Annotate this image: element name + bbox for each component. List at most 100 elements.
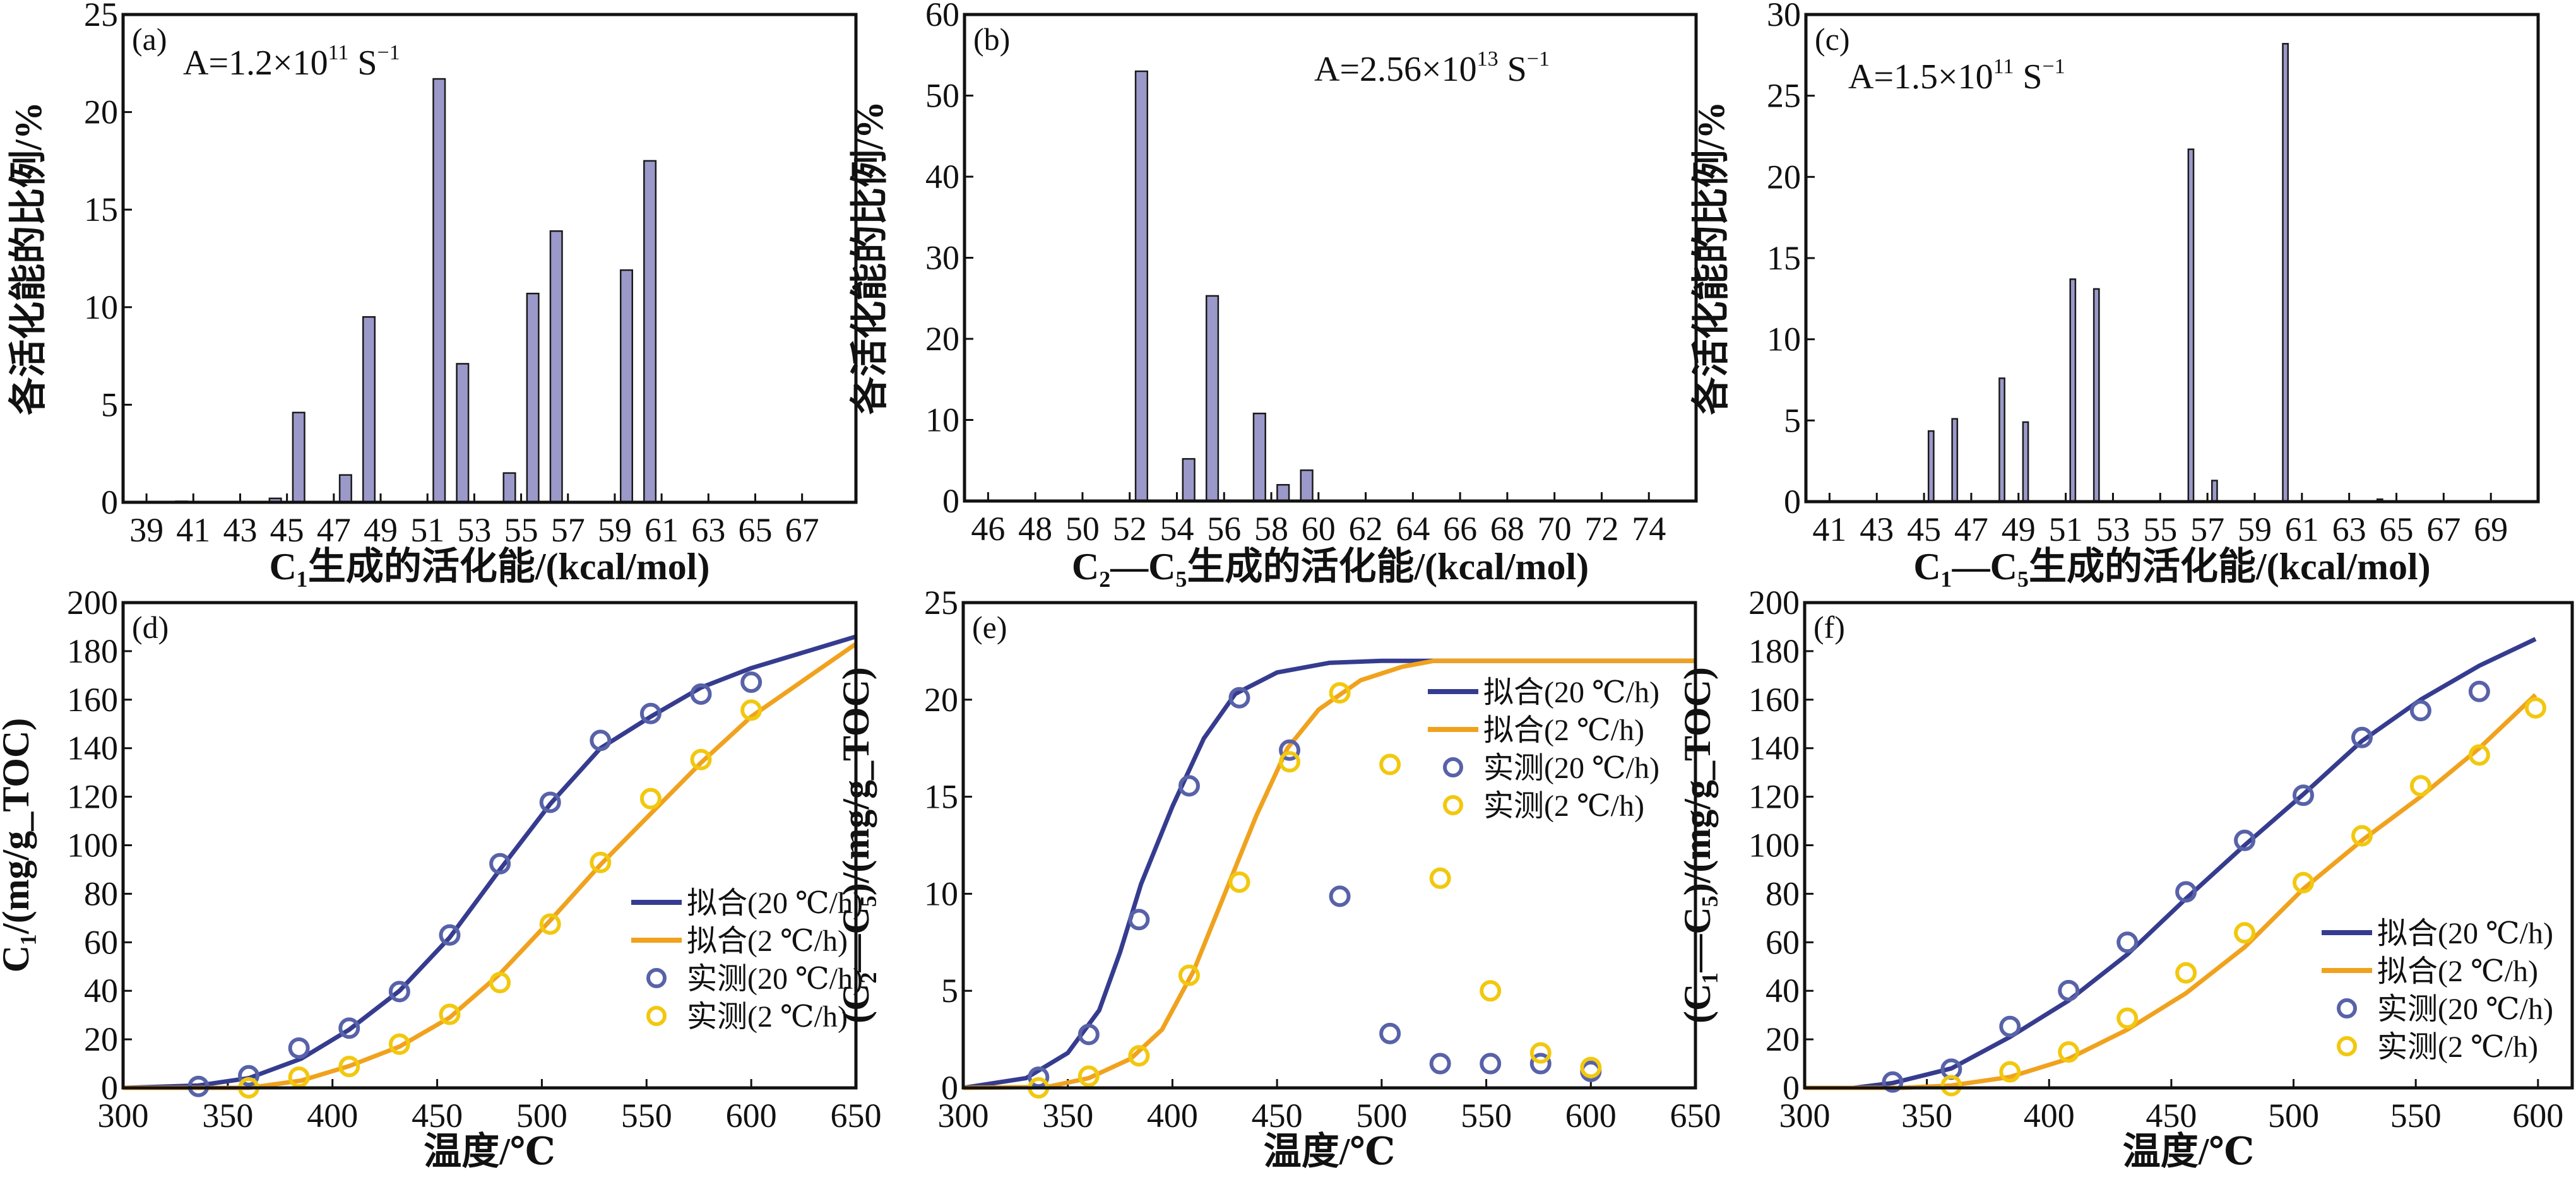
x-tick-label: 62: [1349, 510, 1383, 548]
y-tick-label: 20: [1766, 1020, 1800, 1058]
x-tick-label: 67: [785, 511, 819, 549]
data-point: [1429, 1053, 1451, 1075]
data-point: [690, 748, 712, 770]
bar: [292, 411, 306, 504]
x-tick-label: 43: [1860, 510, 1894, 548]
x-tick-label: 400: [2024, 1097, 2075, 1135]
bar: [338, 474, 352, 504]
y-tick-label: 120: [67, 778, 118, 816]
x-tick-label: 69: [2474, 510, 2508, 548]
data-point: [1178, 775, 1200, 797]
x-tick-label: 53: [457, 511, 491, 549]
panel-label: (b): [973, 21, 1010, 57]
x-tick-label: 55: [504, 511, 538, 549]
legend-entry: 实测(2 ℃/h): [687, 1000, 848, 1034]
bar: [432, 78, 446, 504]
data-point: [338, 1056, 360, 1078]
x-tick-label: 66: [1443, 510, 1477, 548]
y-tick-label: 10: [84, 288, 118, 326]
y-tick-label: 50: [925, 77, 959, 115]
data-point: [1228, 871, 1250, 893]
legend-marker-swatch: [2337, 998, 2357, 1018]
y-axis-title: (C₂—C₅)/(mg/g_TOC): [835, 667, 877, 1024]
legend-entry: 拟合(2 ℃/h): [1483, 714, 1644, 747]
x-tick-label: 550: [2390, 1097, 2442, 1135]
x-axis-title: 温度/℃: [424, 1131, 555, 1172]
y-tick-label: 20: [925, 320, 959, 358]
x-tick-label: 550: [621, 1097, 672, 1135]
data-point: [2524, 697, 2546, 719]
data-point: [1480, 980, 1502, 1002]
data-point: [2234, 829, 2256, 851]
x-axis-title: 温度/℃: [1264, 1131, 1396, 1172]
data-point: [1128, 909, 1150, 931]
data-point: [1329, 682, 1351, 704]
y-tick-label: 25: [1767, 77, 1801, 115]
y-tick-label: 80: [1766, 875, 1800, 912]
data-point: [639, 702, 662, 724]
x-tick-label: 450: [1252, 1097, 1303, 1135]
y-tick-label: 180: [1748, 632, 1800, 670]
bar: [1951, 418, 1959, 503]
x-tick-label: 43: [223, 511, 257, 549]
data-point: [1228, 687, 1250, 709]
data-point: [1480, 1053, 1502, 1075]
plot-frame: [1804, 13, 2540, 504]
bar: [2282, 43, 2289, 503]
legend-entry: 实测(20 ℃/h): [687, 962, 863, 996]
data-point: [1329, 885, 1351, 907]
data-point: [2293, 784, 2315, 806]
x-tick-label: 550: [1461, 1097, 1512, 1135]
y-axis-title: 各活化能的比例/%: [8, 102, 49, 415]
panel-d: 300 350 400 450 500 550 600 650 0 20 40 60 80 100 120 1…: [0, 584, 882, 1172]
y-tick-label: 15: [1767, 239, 1801, 277]
data-point: [2234, 922, 2256, 944]
data-point: [1999, 1061, 2021, 1083]
y-axis-title: 各活化能的比例/%: [849, 101, 891, 415]
y-tick-label: 10: [1767, 321, 1801, 358]
legend-marker-swatch: [646, 968, 667, 988]
x-tick-label: 650: [1670, 1097, 1721, 1135]
bar: [1205, 295, 1220, 502]
y-tick-label: 200: [1748, 584, 1800, 622]
panel-b: 46 48 50 52 54 56 58 60 62 64 66 68 70 72 74 0 10 20 30 40 5…: [849, 0, 1698, 587]
panel-label: (f): [1813, 610, 1845, 645]
x-tick-label: 500: [2268, 1097, 2319, 1135]
panel-label: (d): [132, 610, 169, 645]
y-axis-title: C₁/(mg/g_TOC): [0, 718, 37, 973]
bar: [549, 230, 563, 504]
y-tick-label: 140: [1748, 729, 1800, 767]
panel-c: 41 43 45 47 49 51 53 55 57 59 61 63 65 67 69 0 5 10 15 20 25…: [1690, 0, 2540, 587]
x-tick-label: 57: [551, 511, 585, 549]
data-point: [1882, 1071, 1904, 1093]
bar: [502, 472, 516, 504]
data-point: [439, 924, 461, 946]
x-tick-label: 51: [2049, 510, 2083, 548]
x-tick-label: 61: [2285, 510, 2319, 548]
y-tick-label: 0: [942, 482, 959, 520]
x-tick-label: 53: [2096, 510, 2130, 548]
x-tick-label: 47: [317, 511, 351, 549]
x-tick-label: 49: [2002, 510, 2036, 548]
x-tick-label: 450: [412, 1097, 463, 1135]
x-tick-label: 56: [1207, 510, 1241, 548]
x-tick-label: 59: [2238, 510, 2272, 548]
x-tick-label: 46: [971, 510, 1005, 548]
plot-frame: [1803, 601, 2574, 1090]
y-tick-label: 20: [84, 1020, 118, 1058]
y-tick-label: 80: [84, 875, 118, 912]
y-tick-label: 15: [924, 778, 958, 816]
x-tick-label: 45: [270, 511, 304, 549]
annotation: A=1.2×1011 S−1: [183, 41, 400, 83]
data-point: [439, 1003, 461, 1025]
bar: [1134, 70, 1148, 502]
data-point: [539, 913, 561, 935]
plot-frame: [963, 13, 1698, 503]
annotation: A=2.56×1013 S−1: [1314, 47, 1550, 89]
x-tick-label: 45: [1907, 510, 1941, 548]
bar: [1998, 377, 2005, 503]
bar: [456, 363, 470, 504]
legend-marker-swatch: [1443, 795, 1463, 815]
x-tick-label: 500: [516, 1097, 567, 1135]
